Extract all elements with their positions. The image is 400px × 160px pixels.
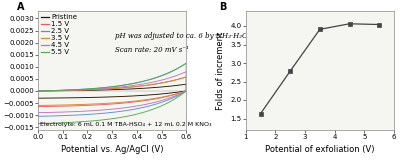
- 1.5 V: [101, 104, 106, 106]
- 4.5 V: [36, 90, 40, 92]
- X-axis label: Potential vs. Ag/AgCl (V): Potential vs. Ag/AgCl (V): [61, 145, 164, 154]
- Pristine: [101, 96, 106, 98]
- 3.5 V: [166, 81, 171, 83]
- 1.5 V: [95, 104, 100, 106]
- Text: B: B: [219, 2, 226, 12]
- Line: 4.5 V: 4.5 V: [38, 72, 186, 113]
- Pristine: [66, 90, 71, 92]
- 1.5 V: [36, 106, 40, 108]
- 3.5 V: [156, 83, 160, 84]
- 1.5 V: [66, 89, 71, 91]
- 2.5 V: [101, 112, 106, 114]
- 5.5 V: [36, 90, 40, 92]
- 5.5 V: [166, 72, 171, 74]
- 2.5 V: [156, 76, 160, 78]
- 2.5 V: [36, 90, 40, 92]
- Text: A: A: [17, 2, 25, 12]
- 2.5 V: [184, 62, 189, 64]
- Pristine: [95, 96, 100, 98]
- 3.5 V: [66, 89, 71, 91]
- X-axis label: Potential of exfoliation (V): Potential of exfoliation (V): [265, 145, 374, 154]
- 4.5 V: [156, 80, 160, 82]
- 4.5 V: [95, 109, 100, 111]
- 4.5 V: [101, 109, 106, 111]
- Text: Scan rate: 20 mV s⁻¹: Scan rate: 20 mV s⁻¹: [115, 46, 188, 54]
- Text: pH was adjusted to ca. 6 by NH₃·H₂O: pH was adjusted to ca. 6 by NH₃·H₂O: [115, 32, 247, 40]
- 2.5 V: [128, 109, 133, 111]
- 4.5 V: [128, 106, 133, 108]
- 1.5 V: [36, 90, 40, 92]
- 2.5 V: [66, 89, 71, 91]
- 5.5 V: [101, 119, 106, 121]
- 1.5 V: [184, 76, 189, 78]
- Text: Electrolyte: 6 mL 0.1 M TBA-HSO₄ + 12 mL 0.2 M KNO₃: Electrolyte: 6 mL 0.1 M TBA-HSO₄ + 12 mL…: [40, 122, 212, 127]
- 3.5 V: [184, 76, 189, 78]
- 2.5 V: [166, 72, 171, 74]
- Pristine: [166, 85, 171, 87]
- 2.5 V: [95, 113, 100, 115]
- Pristine: [36, 90, 40, 92]
- 4.5 V: [66, 89, 71, 91]
- Line: 2.5 V: 2.5 V: [38, 63, 186, 116]
- 4.5 V: [184, 71, 189, 73]
- 5.5 V: [128, 115, 133, 116]
- 1.5 V: [166, 81, 171, 83]
- 2.5 V: [36, 115, 40, 117]
- 1.5 V: [128, 101, 133, 103]
- Line: 3.5 V: 3.5 V: [38, 77, 186, 105]
- 4.5 V: [36, 112, 40, 114]
- 3.5 V: [95, 103, 100, 105]
- Line: 5.5 V: 5.5 V: [38, 63, 186, 124]
- 1.5 V: [156, 83, 160, 84]
- 3.5 V: [36, 104, 40, 106]
- Line: Pristine: Pristine: [38, 84, 186, 98]
- Pristine: [36, 97, 40, 99]
- Line: 1.5 V: 1.5 V: [38, 77, 186, 107]
- 5.5 V: [184, 62, 189, 64]
- 5.5 V: [66, 89, 71, 91]
- Pristine: [128, 95, 133, 97]
- 4.5 V: [166, 77, 171, 79]
- Legend: Pristine, 1.5 V, 2.5 V, 3.5 V, 4.5 V, 5.5 V: Pristine, 1.5 V, 2.5 V, 3.5 V, 4.5 V, 5.…: [40, 13, 78, 56]
- Y-axis label: Folds of increment: Folds of increment: [216, 31, 225, 110]
- 3.5 V: [101, 103, 106, 104]
- Pristine: [184, 83, 189, 85]
- Pristine: [156, 86, 160, 88]
- 5.5 V: [36, 123, 40, 124]
- 5.5 V: [95, 120, 100, 121]
- 3.5 V: [128, 100, 133, 102]
- 5.5 V: [156, 76, 160, 78]
- 3.5 V: [36, 90, 40, 92]
